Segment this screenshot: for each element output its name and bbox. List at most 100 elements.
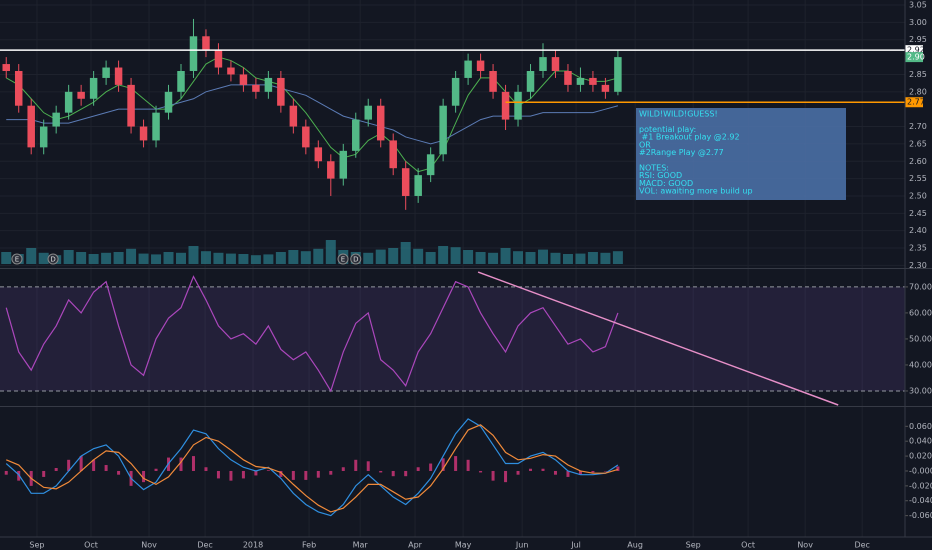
candle-body (2, 64, 10, 71)
histogram-bar (291, 470, 295, 480)
last-price-label: 2.90 (907, 53, 925, 62)
annotation-box (636, 108, 846, 200)
y-tick-label: 3.00 (909, 18, 927, 27)
x-tick-label: Sep (29, 541, 44, 550)
annotation-text: OR (639, 140, 651, 149)
histogram-bar (578, 470, 582, 475)
candle-body (339, 150, 348, 179)
y-tick-label: 2.80 (909, 87, 927, 96)
histogram-bar (304, 470, 308, 480)
candle-body (14, 70, 23, 106)
histogram-bar (441, 458, 445, 471)
histogram-bar (279, 470, 283, 477)
y-tick-label: 2.60 (909, 157, 927, 166)
histogram-bar (504, 470, 508, 483)
volume-bar (26, 248, 37, 264)
candle-body (376, 105, 385, 141)
volume-bar (275, 252, 286, 264)
price-label: 2.92 (907, 46, 925, 55)
volume-bar (200, 251, 211, 264)
volume-bar (88, 254, 99, 264)
event-marker (11, 253, 23, 265)
trendline (477, 271, 839, 406)
histogram-bar (416, 467, 420, 471)
histogram-bar (216, 470, 220, 479)
candle-body (164, 91, 173, 113)
y-tick-label: 2.65 (909, 139, 927, 148)
volume-bar (238, 254, 249, 264)
annotation-text: RSI: GOOD (639, 171, 682, 180)
volume-bar (612, 251, 623, 264)
volume-bar (400, 242, 411, 264)
histogram-bar (104, 465, 108, 471)
histogram-bar (204, 467, 208, 471)
candle-body (426, 154, 435, 176)
candle-body (152, 112, 160, 141)
y-tick-label: 2.40 (909, 226, 927, 235)
event-label: D (50, 256, 55, 264)
candle-body (551, 57, 560, 71)
histogram-bar (17, 470, 21, 481)
rsi-line (5, 275, 619, 393)
candle-body (564, 70, 572, 85)
candle-body (127, 84, 135, 127)
candle-body (352, 119, 360, 151)
volume-bar (438, 246, 449, 264)
y-tick-label: -0.0200 (909, 481, 932, 490)
histogram-bar (454, 456, 458, 471)
histogram-bar (603, 470, 607, 472)
x-tick-label: Feb (302, 541, 316, 550)
volume-bar (313, 248, 324, 264)
histogram-bar (566, 470, 570, 477)
candle-body (451, 77, 460, 106)
y-tick-label: 2.85 (909, 70, 927, 79)
y-tick-label: 2.45 (909, 209, 927, 218)
histogram-bar (179, 457, 183, 471)
histogram-bar (254, 470, 258, 476)
histogram-bar (117, 470, 121, 475)
candle-body (601, 84, 610, 92)
annotation-text: NOTES: (639, 163, 669, 172)
volume-bar (263, 254, 274, 264)
x-tick-label: Aug (627, 541, 643, 550)
event-marker (47, 253, 59, 265)
histogram-bar (391, 470, 395, 477)
price-label-box (905, 97, 923, 108)
histogram-bar (479, 470, 483, 473)
candle-body (277, 77, 285, 106)
candle-body (27, 105, 35, 148)
histogram-bar (591, 470, 595, 473)
y-tick-label: 2.50 (909, 191, 927, 200)
candle-body (514, 91, 522, 120)
candle-body (177, 70, 185, 92)
histogram-bar (42, 470, 46, 477)
volume-bar (250, 255, 261, 264)
x-tick-label: Dec (854, 541, 869, 550)
volume-bar (151, 254, 162, 264)
x-tick-label: Apr (408, 541, 423, 550)
event-marker (337, 253, 349, 265)
candle-body (214, 50, 223, 68)
candle-body (389, 140, 397, 169)
moving-average (6, 84, 619, 145)
volume-bar (163, 252, 174, 264)
y-tick-label: -0.0000 (909, 466, 932, 475)
candle-body (414, 175, 422, 196)
volume-bar (575, 253, 586, 264)
volume-bar (188, 246, 199, 264)
candle-body (539, 57, 547, 71)
volume-bar (375, 249, 386, 264)
candle-body (526, 70, 535, 92)
volume-bar (1, 252, 12, 264)
y-tick-label: 2.95 (909, 35, 927, 44)
volume-bar (500, 248, 511, 264)
histogram-bar (316, 470, 320, 478)
volume-bar (38, 252, 49, 264)
x-tick-label: Nov (797, 541, 813, 550)
volume-bar (325, 240, 336, 264)
candle-body (77, 91, 85, 99)
x-tick-label: Oct (741, 541, 755, 550)
volume-bar (288, 250, 299, 264)
candle-body (89, 77, 98, 99)
histogram-bar (616, 466, 620, 471)
